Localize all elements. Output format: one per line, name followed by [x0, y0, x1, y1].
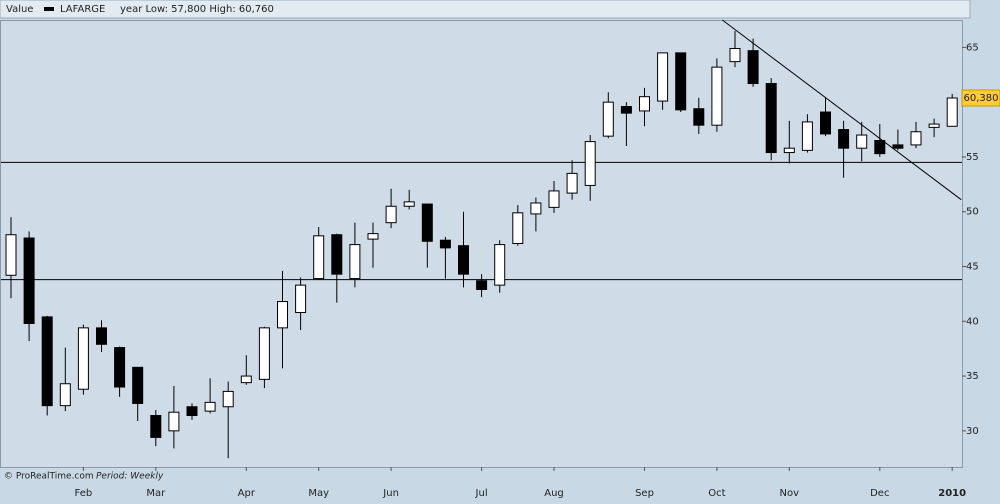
- candle-body: [530, 202, 542, 215]
- candle-body: [458, 245, 469, 275]
- candle-body: [494, 244, 506, 286]
- y-tick-label: 35: [966, 371, 979, 382]
- last-price-box: [961, 89, 1000, 107]
- candle-body: [783, 147, 795, 154]
- x-tick-label: Feb: [75, 488, 93, 499]
- candle-body: [132, 366, 144, 404]
- candle-body: [331, 234, 343, 275]
- header-range: year Low: 57,800 High: 60,760: [120, 4, 274, 15]
- x-tick-label: May: [308, 488, 329, 499]
- x-tick-label: 2010: [938, 488, 966, 499]
- candle-body: [765, 83, 777, 154]
- candle-body: [838, 129, 850, 149]
- candle-body: [41, 316, 53, 407]
- candle-body: [620, 106, 632, 114]
- candle-body: [602, 101, 614, 137]
- source: © ProRealTime.com: [4, 472, 94, 482]
- candle-body: [584, 141, 596, 186]
- candle-body: [421, 203, 433, 242]
- y-tick-label: 45: [966, 262, 979, 273]
- candle-body: [657, 52, 669, 102]
- candle-body: [820, 111, 831, 135]
- candle-body: [476, 280, 488, 291]
- candle-body: [367, 233, 379, 240]
- candle-body: [277, 301, 288, 329]
- header-label: Value: [6, 4, 33, 15]
- candle-body: [77, 327, 89, 390]
- last-price-label: 60,380: [964, 93, 999, 104]
- candle-body: [439, 239, 451, 249]
- x-tick-label: Mar: [146, 488, 166, 499]
- legend-swatch: [44, 7, 54, 11]
- candle-body: [258, 327, 270, 380]
- candle-body: [222, 390, 234, 408]
- period: Period: Weekly: [96, 472, 164, 482]
- candle-body: [59, 383, 71, 407]
- candle-body: [313, 235, 325, 280]
- candle-body: [946, 97, 958, 127]
- candle-body: [747, 50, 759, 85]
- candle-body: [403, 201, 415, 207]
- candle-body: [96, 327, 107, 345]
- candle-body: [639, 96, 650, 112]
- candle-body: [240, 375, 252, 384]
- candle-body: [204, 401, 216, 412]
- candle-body: [874, 140, 886, 155]
- y-tick-label: 55: [966, 152, 979, 163]
- candle-body: [548, 190, 560, 208]
- candle-body: [168, 411, 180, 432]
- candle-body: [150, 415, 162, 438]
- x-tick-label: Sep: [635, 488, 654, 499]
- header-bar: [0, 0, 971, 19]
- candle-body: [349, 244, 361, 280]
- x-tick-label: Nov: [780, 488, 800, 499]
- candle-body: [910, 131, 922, 146]
- x-tick-label: Aug: [544, 488, 564, 499]
- y-tick-label: 50: [966, 207, 979, 218]
- x-tick-label: Jun: [382, 488, 399, 499]
- x-tick-label: Jul: [475, 488, 488, 499]
- candle-body: [729, 47, 741, 63]
- candle-body: [186, 406, 198, 417]
- candle-body: [5, 234, 17, 276]
- trendline: [722, 19, 962, 201]
- candle-body: [23, 237, 35, 324]
- candle-body: [892, 144, 904, 149]
- candle-body: [928, 123, 940, 128]
- candle-body: [801, 121, 813, 151]
- candle-body: [711, 66, 723, 126]
- x-tick-label: Apr: [238, 488, 256, 499]
- y-tick-label: 65: [966, 42, 979, 53]
- x-tick-label: Oct: [708, 488, 725, 499]
- y-tick-label: 40: [966, 316, 979, 327]
- candle-body: [512, 212, 524, 245]
- legend-name: LAFARGE: [60, 4, 105, 15]
- x-tick-label: Dec: [870, 488, 889, 499]
- candle-body: [385, 205, 397, 224]
- candle-body: [856, 134, 868, 149]
- candle-body: [675, 52, 687, 111]
- candle-body: [693, 108, 705, 126]
- candle-body: [114, 347, 126, 388]
- plot-area: [0, 20, 963, 468]
- candle-body: [295, 284, 307, 314]
- candle-body: [566, 172, 578, 194]
- y-tick-label: 30: [966, 426, 979, 437]
